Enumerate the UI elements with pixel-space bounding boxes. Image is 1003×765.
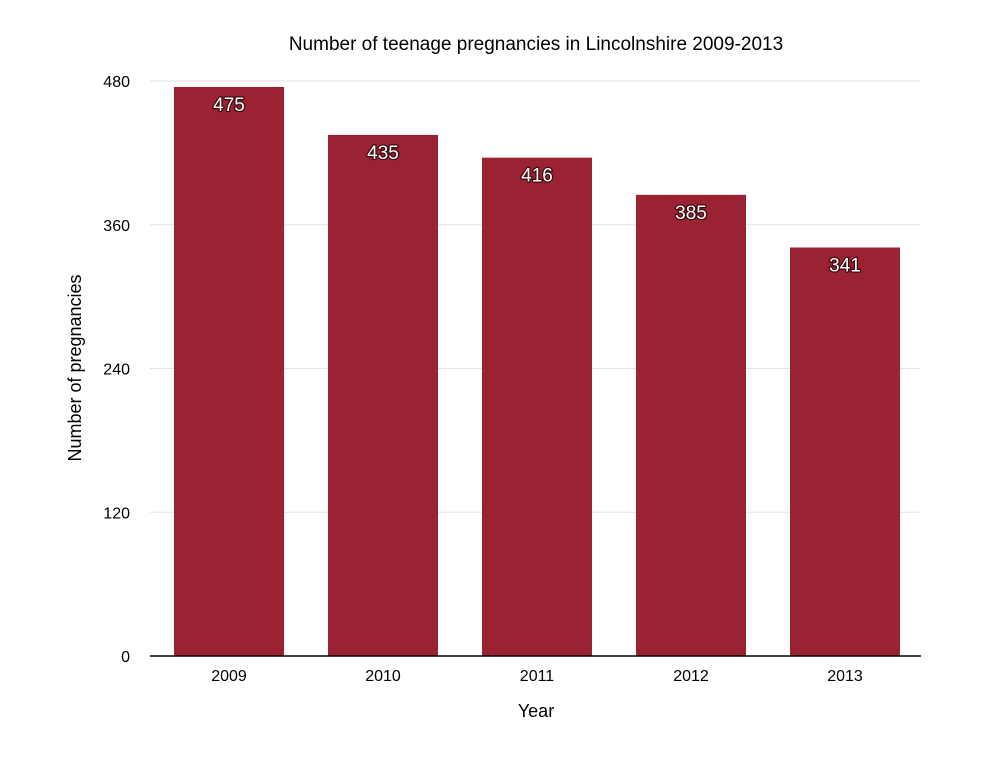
y-axis-label: Number of pregnancies [65,274,85,461]
data-label-2009: 475 [213,95,245,116]
y-tick-label: 240 [103,362,130,379]
y-axis-ticks: 0 120 240 360 480 [103,74,130,666]
y-tick-label: 0 [121,649,130,666]
bar-2010 [328,134,438,656]
y-tick-label: 480 [103,74,130,91]
bar-2009 [174,86,284,657]
x-tick-label-2009: 2009 [211,668,247,685]
x-axis-label: Year [518,701,554,721]
bar-2013 [790,247,900,656]
x-axis-ticks: 2009 2010 2011 2012 2013 [211,668,863,685]
x-tick-label-2010: 2010 [365,668,401,685]
data-label-2011: 416 [521,166,553,187]
y-tick-label: 120 [103,505,130,522]
bar-2012 [636,194,746,657]
x-tick-label-2012: 2012 [673,668,709,685]
bar-2011 [482,157,592,656]
data-label-2012: 385 [675,203,707,224]
data-label-2013: 341 [829,256,861,277]
x-tick-label-2011: 2011 [520,668,555,685]
chart-title: Number of teenage pregnancies in Lincoln… [289,34,783,55]
data-labels: 475 435 416 385 341 [212,94,862,278]
data-label-2010: 435 [367,143,399,164]
y-tick-label: 360 [103,218,130,235]
bars [174,86,900,657]
x-tick-label-2013: 2013 [827,668,863,685]
